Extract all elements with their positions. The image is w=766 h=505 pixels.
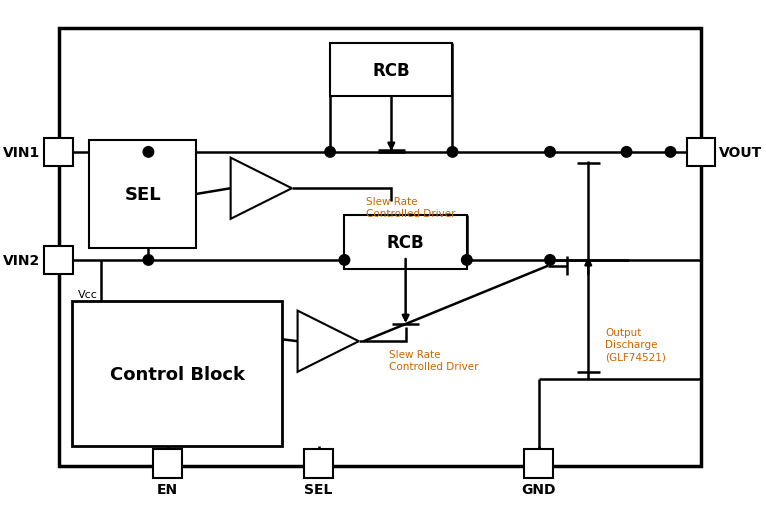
Text: Output
Discharge
(GLF74521): Output Discharge (GLF74521) — [605, 327, 666, 362]
Text: GND: GND — [522, 482, 556, 496]
Text: SEL: SEL — [124, 186, 161, 204]
Text: RCB: RCB — [372, 62, 410, 79]
Bar — [72, 301, 283, 446]
Bar — [687, 138, 715, 167]
Circle shape — [325, 147, 336, 158]
Bar — [345, 216, 466, 269]
Text: Slew Rate
Controlled Driver: Slew Rate Controlled Driver — [366, 196, 456, 219]
Circle shape — [143, 147, 154, 158]
Bar — [304, 449, 333, 478]
Text: VIN2: VIN2 — [3, 254, 41, 268]
Circle shape — [462, 255, 472, 266]
Text: Vcc: Vcc — [77, 289, 97, 299]
Text: EN: EN — [157, 482, 178, 496]
Circle shape — [339, 255, 350, 266]
Text: RCB: RCB — [387, 233, 424, 251]
Polygon shape — [297, 311, 358, 372]
Bar — [44, 246, 73, 275]
Circle shape — [545, 255, 555, 266]
Bar — [330, 44, 453, 97]
Bar — [89, 141, 196, 248]
Circle shape — [621, 147, 632, 158]
Circle shape — [447, 147, 458, 158]
Text: VOUT: VOUT — [719, 145, 762, 160]
Text: VIN1: VIN1 — [3, 145, 41, 160]
Text: Control Block: Control Block — [110, 365, 244, 383]
Bar — [44, 138, 73, 167]
Bar — [524, 449, 553, 478]
Text: SEL: SEL — [304, 482, 332, 496]
Circle shape — [545, 147, 555, 158]
Text: Slew Rate
Controlled Driver: Slew Rate Controlled Driver — [389, 349, 479, 372]
Circle shape — [665, 147, 676, 158]
Bar — [153, 449, 182, 478]
Circle shape — [143, 255, 154, 266]
Bar — [58, 28, 701, 466]
Polygon shape — [231, 158, 292, 219]
